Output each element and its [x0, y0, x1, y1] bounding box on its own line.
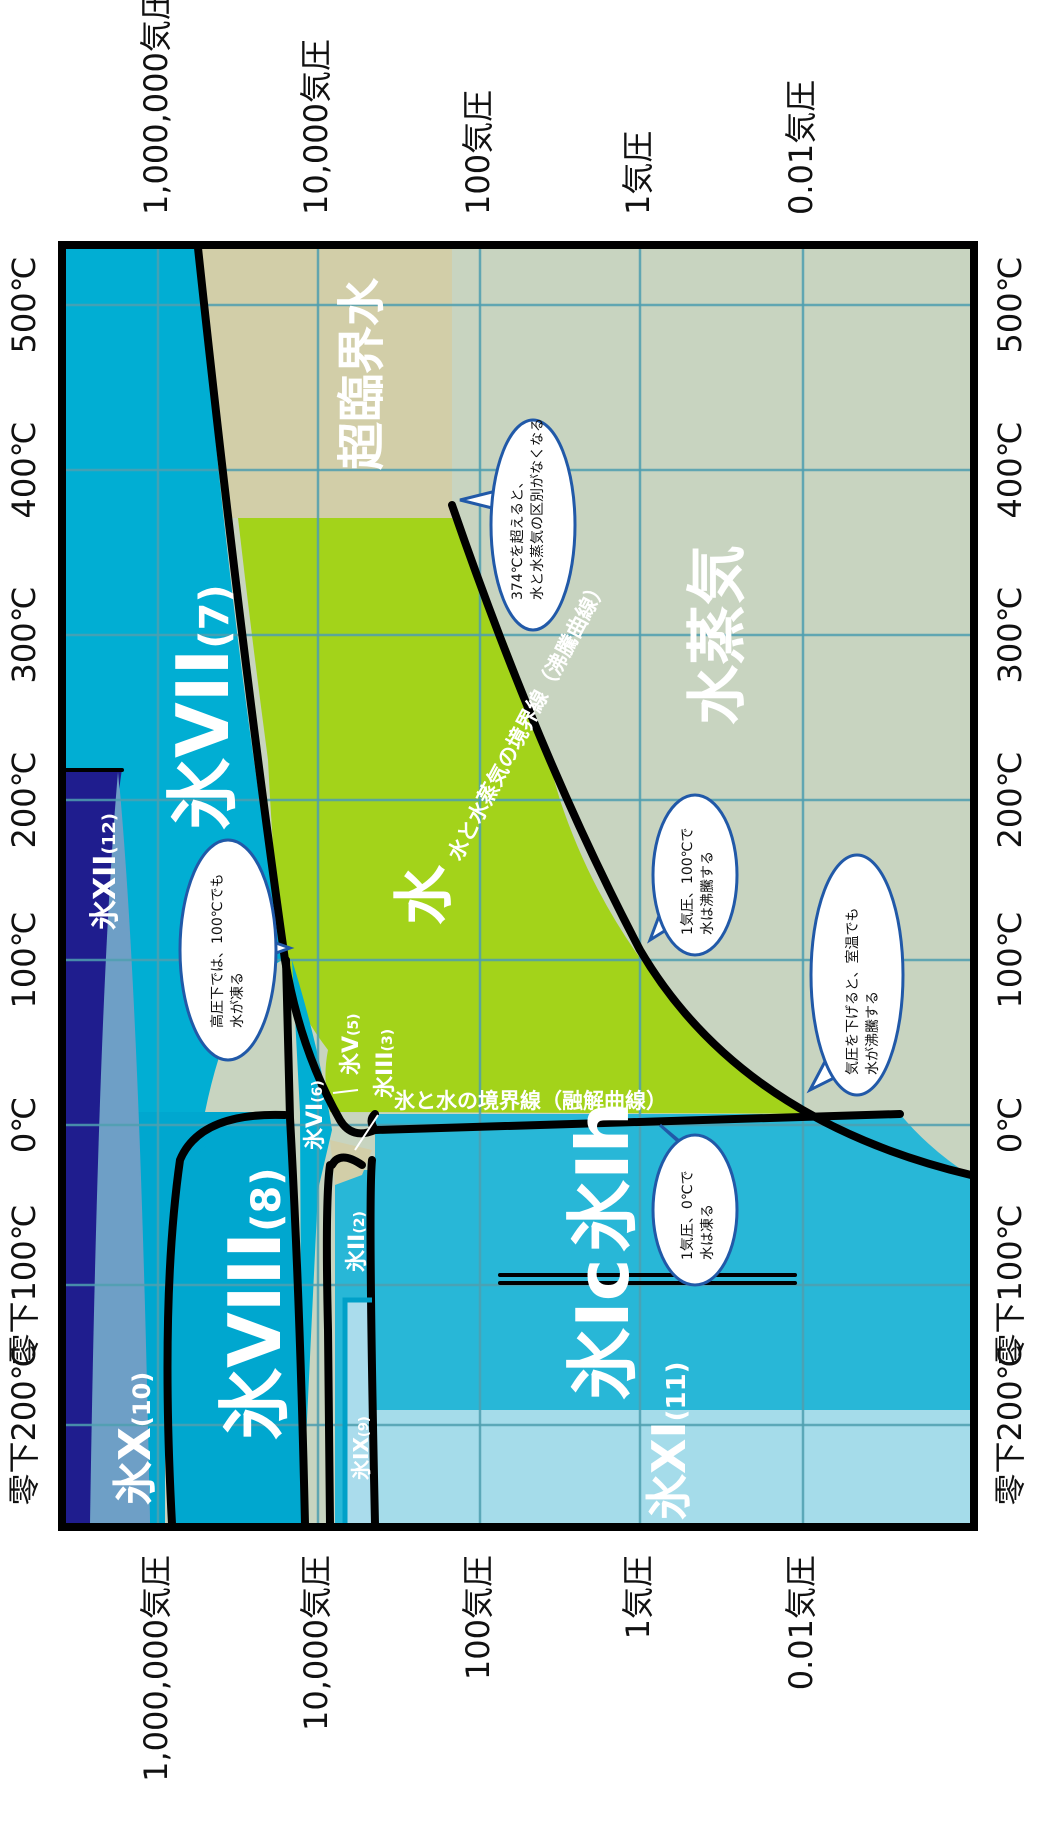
pressure-tick-label: 100気圧 — [459, 1555, 497, 1680]
pressure-tick-label: 0.01気圧 — [782, 1555, 820, 1690]
pressure-tick-label: 1,000,000気圧 — [137, 1555, 175, 1782]
temperature-tick-label: 500℃ — [991, 256, 1029, 353]
temperature-tick-label: 零下200℃ — [991, 1344, 1029, 1505]
temperature-tick-label: 200℃ — [991, 751, 1029, 848]
pressure-tick-label: 10,000気圧 — [297, 1555, 335, 1731]
label-water: 水 — [390, 864, 460, 925]
label-ice-ix: 氷IX(9) — [349, 1416, 373, 1480]
label-ice-vi: 氷VI(6) — [303, 1080, 328, 1150]
temperature-tick-label: 零下200℃ — [5, 1344, 43, 1505]
temperature-tick-label: 0℃ — [5, 1097, 43, 1153]
label-ice-ii: 氷II(2) — [345, 1211, 370, 1272]
plot-frame — [58, 241, 978, 1531]
label-ice-viii: 氷VIII(8) — [213, 1168, 297, 1441]
label-ice-ih: 氷Ih — [561, 1102, 645, 1252]
region-ice-xi — [372, 1410, 971, 1524]
region-labels: 氷X(10) 氷XII(12) 氷VIII(8) 氷VII(7) 氷VI(6) … — [88, 277, 753, 1520]
line-boiling — [448, 501, 971, 1179]
pressure-tick-label: 1,000,000気圧 — [137, 0, 175, 215]
temperature-tick-label: 300℃ — [991, 586, 1029, 683]
pressure-tick-label: 10,000気圧 — [297, 39, 335, 215]
line-melting — [367, 1110, 904, 1135]
callout-high-pressure: 高圧下では、100℃でも 水が凍る — [178, 838, 295, 1062]
callout-boil-1atm: 1気圧、100℃で 水は沸騰する — [647, 793, 739, 957]
region-water — [238, 518, 900, 1125]
line-vi-ii — [322, 1161, 334, 1524]
temperature-tick-label: 300℃ — [5, 586, 43, 683]
temperature-tick-label: 400℃ — [5, 421, 43, 518]
temperature-tick-label: 零下100℃ — [991, 1204, 1029, 1365]
label-ice-xi: 氷XI(11) — [642, 1361, 696, 1520]
label-vapor: 水蒸気 — [683, 545, 753, 725]
label-ice-v: 氷V(5) — [339, 1013, 364, 1075]
line-ii-ih — [366, 1156, 379, 1524]
temperature-tick-label: 400℃ — [991, 421, 1029, 518]
temperature-tick-label: 200℃ — [5, 751, 43, 848]
pressure-tick-label: 100気圧 — [459, 90, 497, 215]
callouts: 374℃を超えると、 水と水蒸気の区別がなくなる 高圧下では、100℃でも 水が凍る… — [178, 418, 905, 1287]
temperature-tick-label: 500℃ — [5, 256, 43, 353]
callout-freeze-1atm: 1気圧、0℃で 水は凍る — [651, 1123, 739, 1287]
callout-critical: 374℃を超えると、 水と水蒸気の区別がなくなる — [459, 418, 577, 632]
label-ice-x: 氷X(10) — [110, 1372, 161, 1505]
pressure-tick-label: 1気圧 — [619, 131, 657, 215]
region-ice-x-wedge — [90, 772, 150, 1524]
temperature-tick-label: 零下100℃ — [5, 1204, 43, 1365]
label-supercritical: 超臨界水 — [334, 277, 390, 470]
region-supercritical — [200, 248, 452, 518]
label-melting-curve: 氷と水の境界線（融解曲線） — [394, 1089, 667, 1113]
label-ice-xii: 氷XII(12) — [88, 813, 123, 930]
line-vii-viii — [282, 956, 309, 1524]
pressure-tick-label: 0.01気圧 — [782, 80, 820, 215]
pressure-tick-label: 1気圧 — [619, 1555, 657, 1639]
line-vi-iii — [328, 1153, 366, 1169]
pointer-lines — [332, 1089, 379, 1151]
temperature-tick-label: 0℃ — [991, 1097, 1029, 1153]
region-ice-viii-main — [170, 1112, 305, 1524]
label-ice-iii: 氷III(3) — [373, 1029, 398, 1098]
ice-ix-border — [342, 1297, 372, 1524]
callout-low-pressure: 気圧を下げると、室温でも 水が沸騰する — [806, 853, 905, 1097]
label-ice-ic: 氷Ic — [561, 1259, 645, 1400]
temperature-tick-label: 100℃ — [5, 911, 43, 1008]
label-ice-vii: 氷VII(7) — [161, 584, 245, 830]
pressure-ticks-top: 1,000,000気圧 10,000気圧 100気圧 1気圧 0.01気圧 — [137, 0, 820, 215]
svg-text:374℃を超えると、水と水蒸気の区別がなくなる: 374℃を超えると、 水と水蒸気の区別がなくなる — [510, 418, 546, 600]
temperature-tick-label: 100℃ — [991, 911, 1029, 1008]
line-x-viii — [163, 1110, 289, 1524]
pressure-ticks-bottom: 1,000,000気圧 10,000気圧 100気圧 1気圧 0.01気圧 — [137, 1555, 820, 1782]
